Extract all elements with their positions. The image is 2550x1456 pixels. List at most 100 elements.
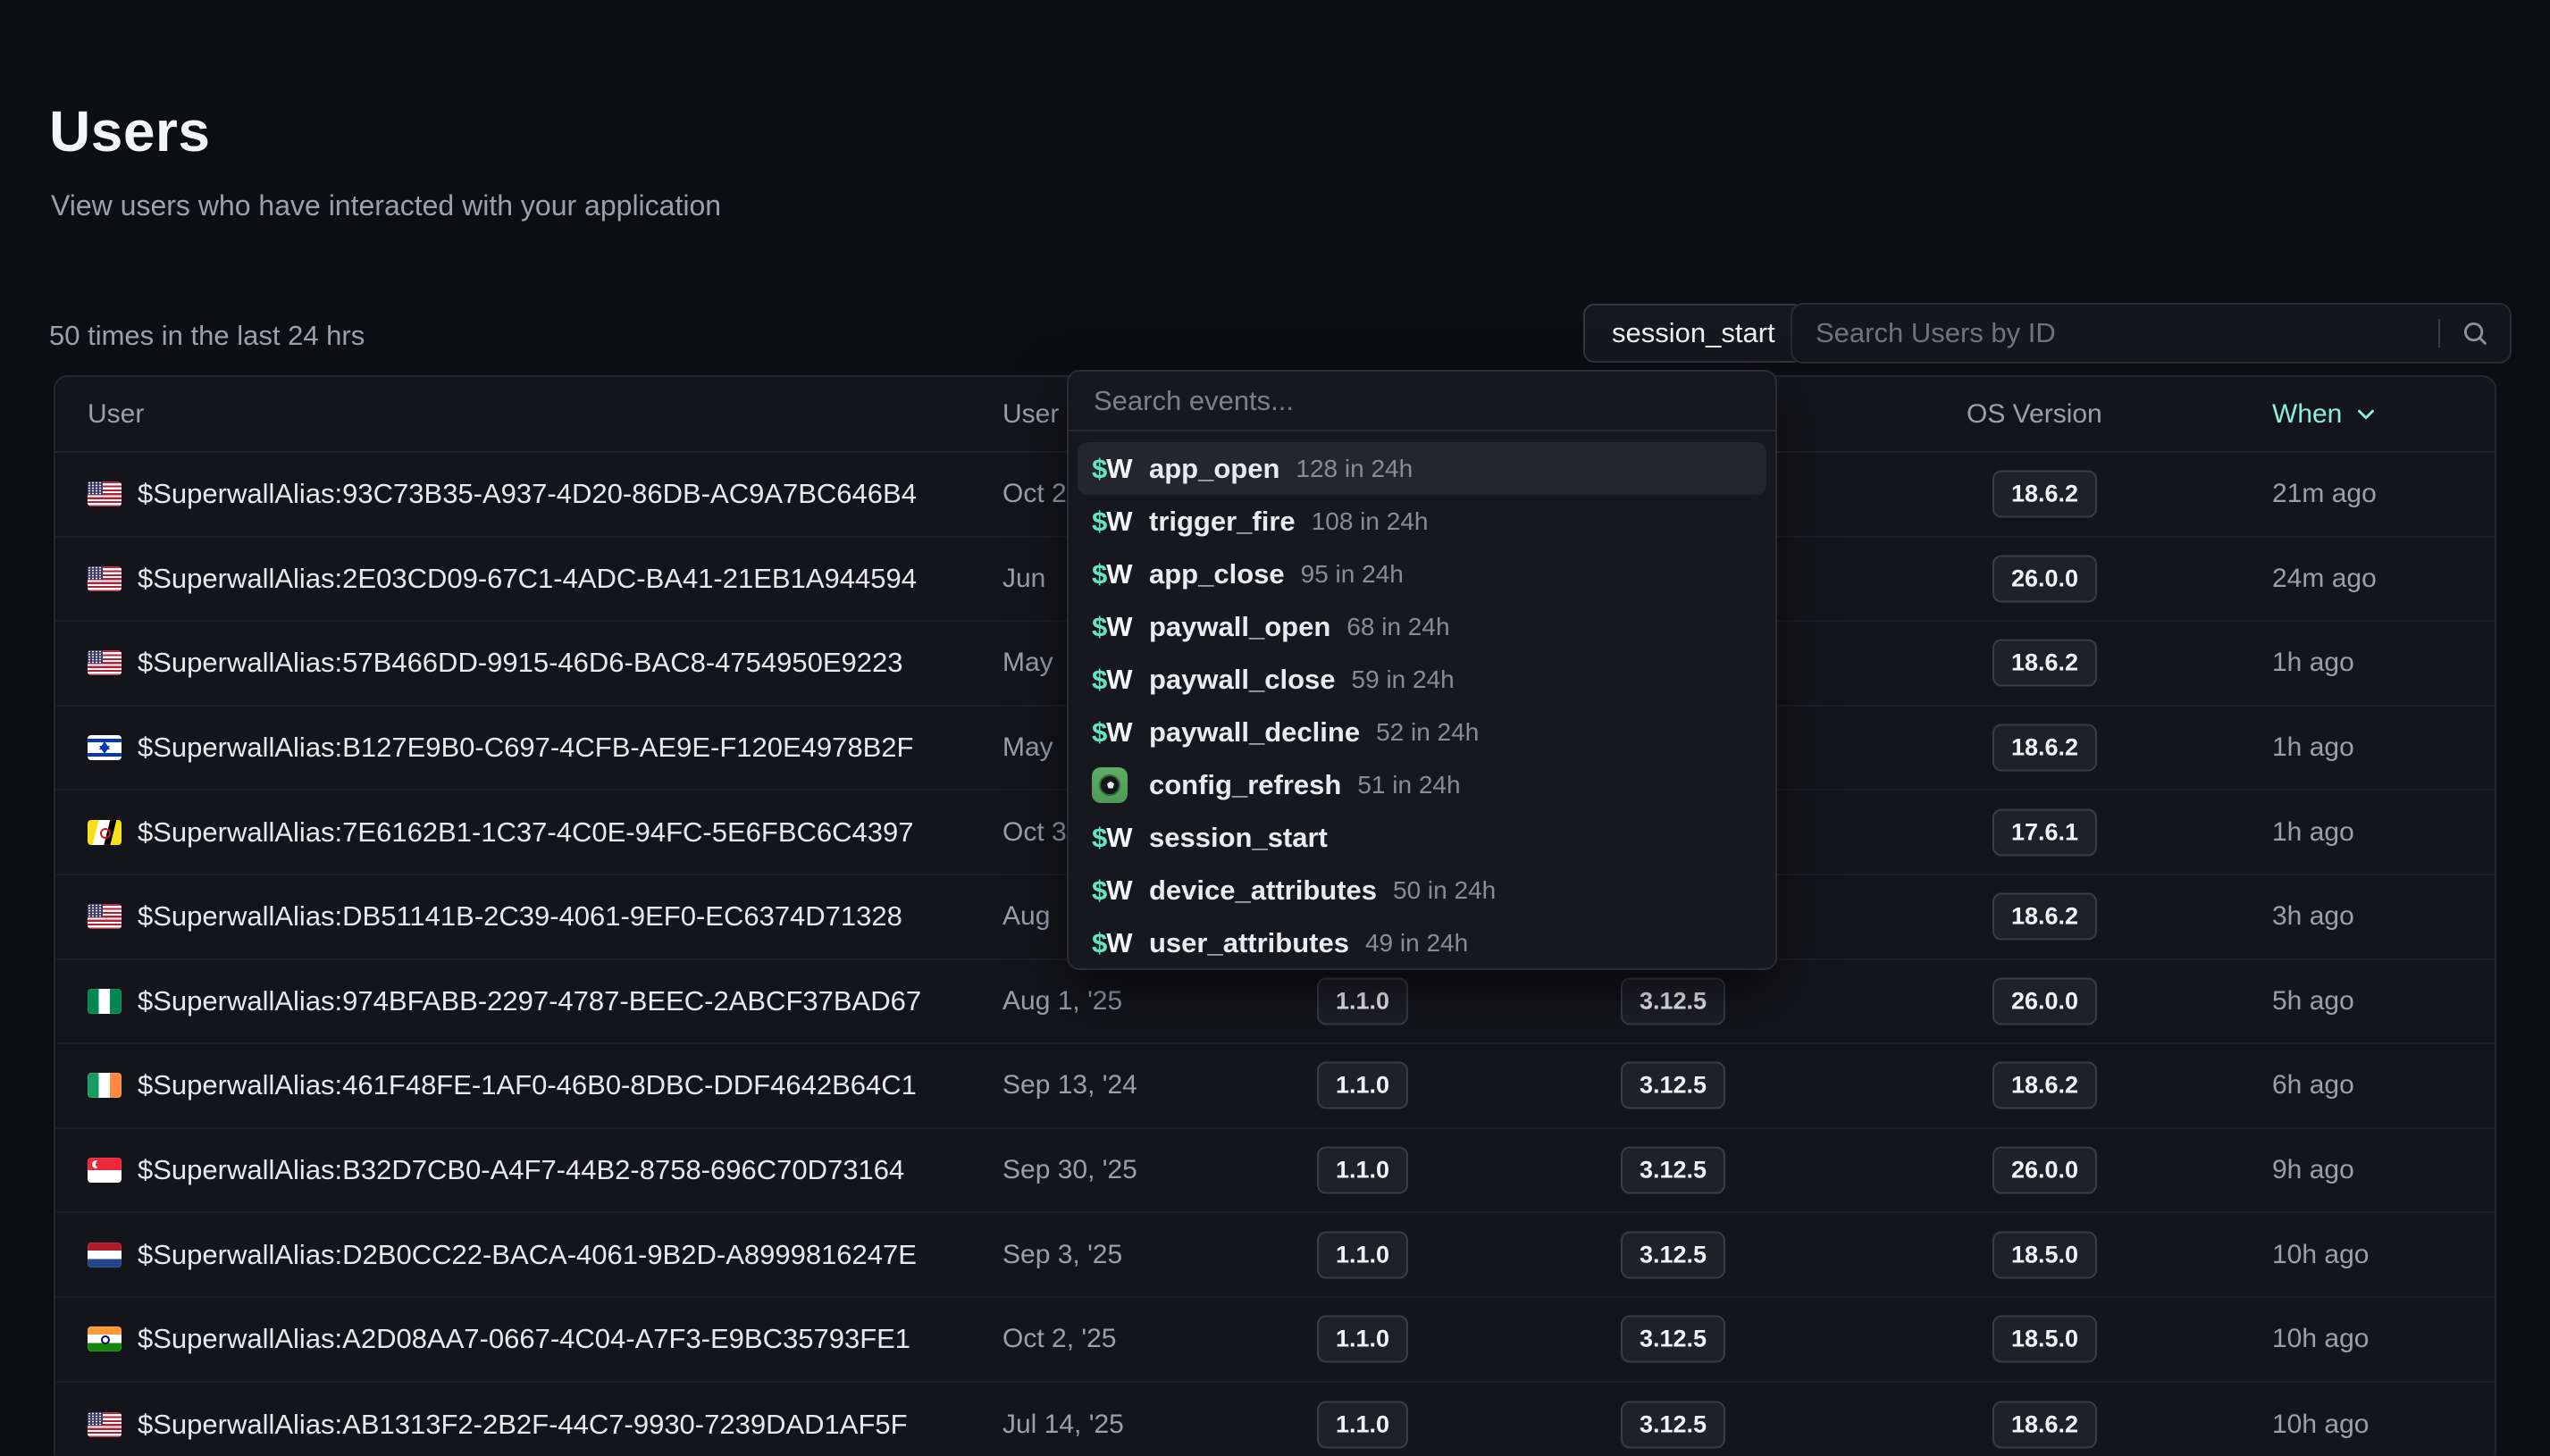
- country-flag-nl: [88, 1242, 122, 1268]
- sort-chevron-down-icon: [2358, 409, 2375, 419]
- os-version-badge: 26.0.0: [1992, 977, 2098, 1025]
- os-version-badge: 18.6.2: [1992, 1061, 2098, 1109]
- events-dropdown: $W app_open 128 in 24h $W trigger_fire 1…: [1067, 370, 1777, 970]
- search-icon[interactable]: [2460, 318, 2490, 348]
- country-flag-il: [88, 735, 122, 761]
- when-label: When: [2272, 398, 2343, 429]
- app-version-badge: 1.1.0: [1317, 1061, 1409, 1109]
- user-alias: $SuperwallAlias:2E03CD09-67C1-4ADC-BA41-…: [138, 562, 917, 594]
- event-name: device_attributes: [1149, 874, 1377, 906]
- page-subtitle: View users who have interacted with your…: [51, 189, 722, 222]
- when-value: 21m ago: [2272, 479, 2377, 509]
- page-title: Users: [49, 99, 211, 163]
- user-since-value: Sep 30, '25: [1002, 1155, 1137, 1185]
- table-row[interactable]: $SuperwallAlias:AB1313F2-2B2F-44C7-9930-…: [55, 1383, 2495, 1456]
- superwall-icon: $W: [1092, 821, 1133, 853]
- superwall-icon: $W: [1092, 557, 1133, 590]
- os-version-badge: 18.6.2: [1992, 1401, 2098, 1449]
- when-value: 24m ago: [2272, 563, 2377, 593]
- table-row[interactable]: $SuperwallAlias:974BFABB-2297-4787-BEEC-…: [55, 960, 2495, 1045]
- os-version-badge: 18.6.2: [1992, 470, 2098, 518]
- event-count: 68 in 24h: [1346, 612, 1450, 640]
- event-name: app_open: [1149, 452, 1280, 484]
- superwall-icon: $W: [1092, 505, 1133, 537]
- user-since-value: Jul 14, '25: [1002, 1409, 1124, 1439]
- event-item[interactable]: $W app_close 95 in 24h: [1069, 548, 1775, 600]
- event-count: 128 in 24h: [1296, 454, 1413, 482]
- event-item[interactable]: $W app_open 128 in 24h: [1078, 442, 1766, 495]
- table-row[interactable]: $SuperwallAlias:D2B0CC22-BACA-4061-9B2D-…: [55, 1213, 2495, 1298]
- country-flag-bn: [88, 819, 122, 845]
- os-version-badge: 18.6.2: [1992, 639, 2098, 687]
- user-since-value: Oct 2, '25: [1002, 1324, 1117, 1354]
- event-name: user_attributes: [1149, 926, 1349, 958]
- user-alias: $SuperwallAlias:93C73B35-A937-4D20-86DB-…: [138, 478, 917, 510]
- superwall-icon: $W: [1092, 452, 1133, 484]
- when-value: 10h ago: [2272, 1409, 2370, 1439]
- os-version-badge: 18.5.0: [1992, 1315, 2098, 1363]
- user-since-value: Aug 1, '25: [1002, 985, 1123, 1016]
- event-item[interactable]: $W trigger_fire 108 in 24h: [1069, 495, 1775, 548]
- superwall-icon: $W: [1092, 610, 1133, 642]
- event-count-summary: 50 times in the last 24 hrs: [49, 320, 365, 351]
- user-since-value: Sep 3, '25: [1002, 1239, 1123, 1269]
- sdk-version-badge: 3.12.5: [1621, 1146, 1726, 1194]
- event-item[interactable]: $W paywall_decline 52 in 24h: [1069, 706, 1775, 758]
- event-filter-button[interactable]: session_start: [1583, 304, 1804, 363]
- event-item[interactable]: $W session_start: [1069, 811, 1775, 864]
- event-count: 50 in 24h: [1393, 875, 1497, 904]
- event-item[interactable]: $W user_attributes 49 in 24h: [1069, 916, 1775, 968]
- app-version-badge: 1.1.0: [1317, 1401, 1409, 1449]
- os-version-badge: 26.0.0: [1992, 555, 2098, 603]
- event-name: session_start: [1149, 821, 1328, 853]
- column-header-user[interactable]: User: [88, 398, 145, 429]
- table-body: $SuperwallAlias:93C73B35-A937-4D20-86DB-…: [55, 453, 2495, 1456]
- events-search-input[interactable]: [1069, 384, 1775, 417]
- user-alias: $SuperwallAlias:974BFABB-2297-4787-BEEC-…: [138, 984, 922, 1017]
- app-version-badge: 1.1.0: [1317, 1146, 1409, 1194]
- user-since-value: Oct 3: [1002, 816, 1067, 847]
- country-flag-ng: [88, 988, 122, 1014]
- search-divider: [2438, 319, 2440, 347]
- when-value: 1h ago: [2272, 648, 2354, 678]
- event-name: paywall_close: [1149, 663, 1336, 695]
- event-count: 108 in 24h: [1311, 506, 1429, 535]
- when-value: 1h ago: [2272, 732, 2354, 763]
- user-alias: $SuperwallAlias:DB51141B-2C39-4061-9EF0-…: [138, 900, 902, 933]
- superwall-icon: $W: [1092, 926, 1133, 958]
- user-alias: $SuperwallAlias:B127E9B0-C697-4CFB-AE9E-…: [138, 732, 914, 764]
- table-row[interactable]: $SuperwallAlias:461F48FE-1AF0-46B0-8DBC-…: [55, 1044, 2495, 1129]
- event-count: 95 in 24h: [1300, 559, 1404, 588]
- os-version-badge: 18.6.2: [1992, 892, 2098, 941]
- column-header-os-version[interactable]: OS Version: [1967, 398, 2102, 429]
- country-flag-us: [88, 1411, 122, 1437]
- event-count: 52 in 24h: [1376, 717, 1480, 746]
- user-alias: $SuperwallAlias:7E6162B1-1C37-4C0E-94FC-…: [138, 816, 914, 848]
- country-flag-us: [88, 481, 122, 507]
- when-value: 5h ago: [2272, 985, 2354, 1016]
- event-count: 49 in 24h: [1364, 928, 1469, 957]
- table-row[interactable]: $SuperwallAlias:A2D08AA7-0667-4C04-A7F3-…: [55, 1298, 2495, 1383]
- user-alias: $SuperwallAlias:D2B0CC22-BACA-4061-9B2D-…: [138, 1238, 917, 1270]
- column-header-when[interactable]: When: [2272, 399, 2379, 430]
- user-since-value: May: [1002, 732, 1053, 763]
- search-users-input[interactable]: [1792, 305, 2438, 362]
- table-row[interactable]: $SuperwallAlias:B127E9B0-C697-4CFB-AE9E-…: [55, 707, 2495, 791]
- event-item[interactable]: $W paywall_open 68 in 24h: [1069, 600, 1775, 653]
- country-flag-sg: [88, 1158, 122, 1184]
- user-since-value: May: [1002, 648, 1053, 678]
- event-item[interactable]: $W device_attributes 50 in 24h: [1069, 864, 1775, 916]
- user-since-value: Aug: [1002, 901, 1051, 932]
- event-item[interactable]: $W paywall_close 59 in 24h: [1069, 653, 1775, 706]
- sdk-version-badge: 3.12.5: [1621, 1401, 1726, 1449]
- when-value: 6h ago: [2272, 1070, 2354, 1100]
- table-row[interactable]: $SuperwallAlias:B32D7CB0-A4F7-44B2-8758-…: [55, 1129, 2495, 1214]
- sdk-version-badge: 3.12.5: [1621, 1061, 1726, 1109]
- events-list: $W app_open 128 in 24h $W trigger_fire 1…: [1069, 431, 1775, 968]
- events-search-field: [1069, 372, 1775, 431]
- event-name: app_close: [1149, 557, 1285, 590]
- event-item[interactable]: $W config_refresh 51 in 24h: [1069, 758, 1775, 811]
- when-value: 3h ago: [2272, 901, 2354, 932]
- user-since-value: Oct 2: [1002, 479, 1067, 509]
- app-version-badge: 1.1.0: [1317, 977, 1409, 1025]
